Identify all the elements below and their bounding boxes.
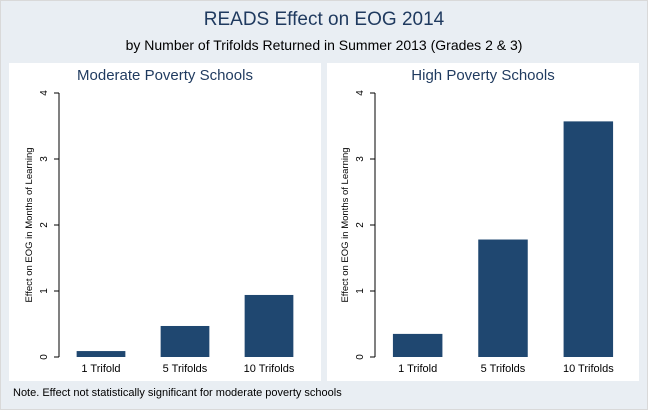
moderate-y-tick-label: 4 bbox=[39, 90, 50, 96]
moderate-bar bbox=[244, 294, 294, 357]
high-y-axis-label: Effect on EOG in Months of Learning bbox=[340, 147, 351, 302]
moderate-x-tick-label: 1 Trifold bbox=[81, 363, 120, 375]
moderate-bar bbox=[160, 325, 210, 357]
high-bar bbox=[392, 333, 443, 357]
moderate-y-tick-label: 1 bbox=[39, 288, 50, 294]
moderate-bar bbox=[76, 351, 126, 357]
high-panel-title: High Poverty Schools bbox=[411, 67, 554, 84]
moderate-y-tick-label: 0 bbox=[39, 354, 50, 360]
high-x-tick-label: 1 Trifold bbox=[398, 363, 437, 375]
high-bar bbox=[563, 121, 614, 357]
footnote: Note. Effect not statistically significa… bbox=[13, 387, 342, 399]
moderate-y-axis-label: Effect on EOG in Months of Learning bbox=[24, 147, 35, 302]
charts-svg: Moderate Poverty Schools 0 1 2 3 4 Effect on E… bbox=[9, 63, 639, 381]
moderate-y-tick-label: 3 bbox=[39, 156, 50, 162]
high-y-tick-label: 4 bbox=[355, 90, 366, 96]
high-y-tick-label: 2 bbox=[355, 222, 366, 228]
chart-subtitle: by Number of Trifolds Returned in Summer… bbox=[125, 37, 523, 53]
high-bar bbox=[478, 239, 528, 357]
moderate-panel-title: Moderate Poverty Schools bbox=[77, 67, 253, 84]
moderate-x-tick-label: 10 Trifolds bbox=[244, 363, 295, 375]
high-y-tick-label: 3 bbox=[355, 156, 366, 162]
high-y-tick-label: 0 bbox=[355, 354, 366, 360]
high-x-tick-label: 5 Trifolds bbox=[481, 363, 526, 375]
moderate-y-tick-label: 2 bbox=[39, 222, 50, 228]
moderate-x-tick-label: 5 Trifolds bbox=[163, 363, 208, 375]
high-x-tick-label: 10 Trifolds bbox=[563, 363, 614, 375]
high-y-tick-label: 1 bbox=[355, 288, 366, 294]
chart-title: READS Effect on EOG 2014 bbox=[203, 9, 445, 30]
